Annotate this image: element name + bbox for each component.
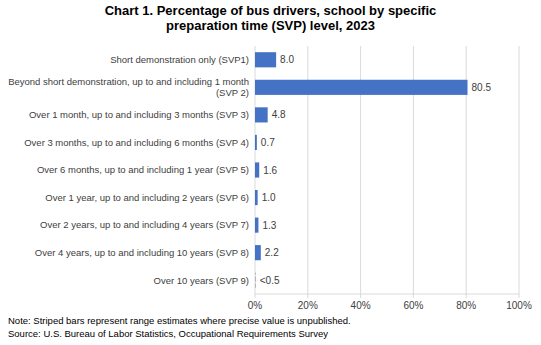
tick-mark (519, 294, 520, 298)
category-label: Over 6 months, up to and including 1 yea… (37, 164, 249, 175)
category-label: Short demonstration only (SVP1) (110, 54, 249, 65)
x-axis-line (255, 294, 519, 295)
data-label: 80.5 (472, 82, 492, 93)
data-label: 1.6 (263, 165, 277, 176)
tick-label: 0% (248, 300, 263, 311)
tick-label: 100% (506, 300, 532, 311)
tick-mark (466, 294, 467, 298)
bar (255, 162, 259, 177)
bar (255, 273, 256, 288)
category-label: Over 3 months, up to and including 6 mon… (24, 137, 249, 148)
category-label: Over 2 years, up to and including 4 year… (40, 219, 249, 230)
tick-label: 60% (403, 300, 423, 311)
bar (255, 80, 468, 95)
category-labels: Short demonstration only (SVP1) Beyond sh… (8, 54, 249, 285)
grid-line (519, 46, 520, 294)
note: Note: Striped bars represent range estim… (8, 315, 351, 326)
category-label: Over 1 month, up to and including 3 mont… (29, 109, 249, 120)
category-label: Over 4 years, up to and including 10 yea… (35, 247, 249, 258)
tick-label: 40% (351, 300, 371, 311)
data-label: <0.5 (260, 275, 280, 286)
bar (255, 52, 276, 67)
bar (255, 135, 257, 150)
tick-mark (307, 294, 308, 298)
data-label: 2.2 (265, 247, 279, 258)
title: Chart 1. Percentage of bus drivers, scho… (105, 3, 437, 33)
category-label: Beyond short demonstration, up to and in… (8, 76, 249, 98)
tick-label: 20% (298, 300, 318, 311)
bar (255, 245, 261, 260)
tick-label: 80% (456, 300, 476, 311)
data-label: 0.7 (261, 137, 275, 148)
bar (255, 218, 258, 233)
category-label: Over 1 year, up to and including 2 years… (45, 192, 249, 203)
data-label: 1.3 (262, 220, 276, 231)
data-label: 8.0 (280, 54, 294, 65)
bar (255, 190, 258, 205)
data-label: 1.0 (262, 192, 276, 203)
category-label: Over 10 years (SVP 9) (154, 275, 249, 286)
chart: Chart 1. Percentage of bus drivers, scho… (0, 0, 541, 345)
tick-mark (360, 294, 361, 298)
tick-mark (413, 294, 414, 298)
bars (255, 52, 468, 288)
note: Source: U.S. Bureau of Labor Statistics,… (8, 328, 328, 339)
grid (255, 46, 519, 298)
data-label: 4.8 (272, 109, 286, 120)
tick-mark (255, 294, 256, 298)
bar (255, 107, 268, 122)
